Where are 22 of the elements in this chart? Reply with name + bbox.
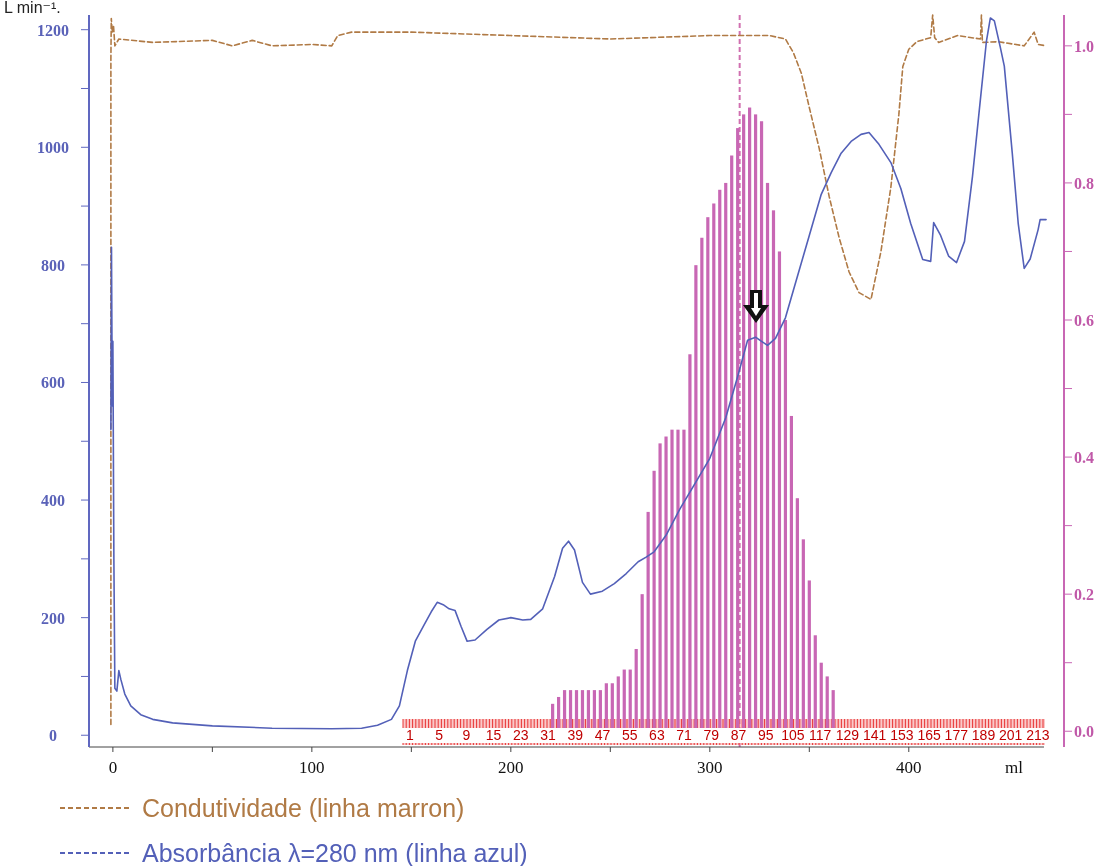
- y2-tick-label: 0.8: [1074, 174, 1094, 192]
- text: L min⁻¹.: [4, 0, 61, 16]
- y2-tick-label: 1.0: [1074, 37, 1094, 55]
- y2-tick-label: 0.2: [1074, 586, 1094, 604]
- x-axis-title: ml: [1005, 758, 1024, 777]
- x-tick-label: 0: [108, 758, 118, 777]
- text: 1 5 9 15 23 31 39 47 55 63 71 79 87 95 105 117 129 141 153 165 177 189 201 213: [406, 727, 1050, 743]
- y-tick-label: 600: [41, 374, 65, 392]
- y2-tick-label: 0.6: [1074, 312, 1094, 329]
- x-tick-label: 300: [697, 758, 723, 777]
- y-tick-label: 400: [41, 492, 65, 510]
- y-tick-label: 800: [41, 256, 65, 274]
- y-tick-label: 1200: [37, 21, 69, 39]
- x-tick-label: 200: [498, 758, 524, 777]
- x-tick-label: 100: [299, 758, 325, 777]
- x-tick-label: 400: [896, 758, 922, 777]
- y-tick-label: 200: [41, 609, 65, 627]
- y-tick-label: 1000: [37, 139, 69, 157]
- y2-tick-label: 0.4: [1074, 449, 1094, 467]
- legend-label: Condutividade (linha marron): [142, 794, 465, 822]
- y2-tick-label: 0.0: [1074, 723, 1094, 741]
- y-tick-label: 0: [49, 727, 57, 745]
